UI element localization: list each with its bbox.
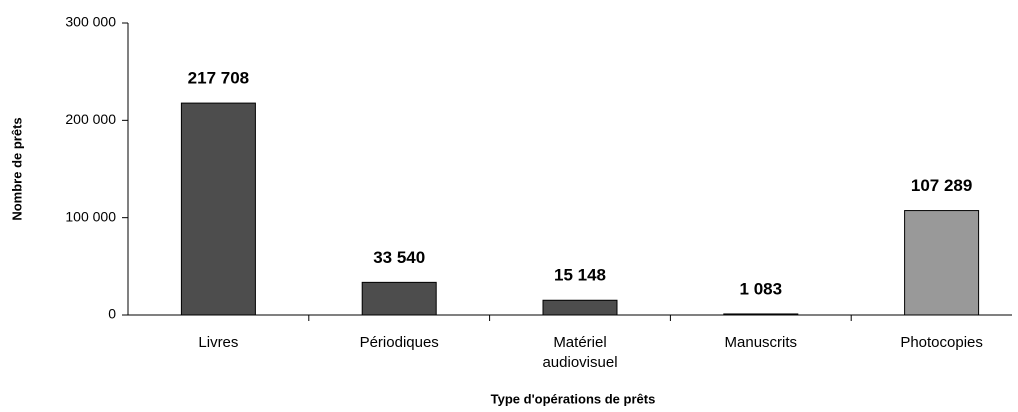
x-tick-label: Périodiques (360, 334, 439, 351)
x-tick-label: Matériel audiovisuel (542, 334, 617, 371)
x-tick-label: Livres (198, 334, 238, 351)
x-axis-label: Type d'opérations de prêts (491, 391, 656, 406)
data-label: 107 289 (911, 176, 972, 195)
y-tick-label: 200 000 (65, 111, 116, 127)
bar (361, 281, 437, 316)
data-label: 1 083 (740, 279, 783, 298)
bar (180, 102, 256, 316)
bar (904, 210, 980, 316)
data-label: 217 708 (188, 69, 249, 88)
y-axis-label: Nombre de prêts (9, 117, 24, 220)
y-tick-label: 300 000 (65, 14, 116, 30)
bar (542, 299, 618, 316)
x-tick-label: Photocopies (900, 334, 983, 351)
y-tick-label: 0 (108, 306, 116, 322)
bar (723, 313, 799, 316)
x-tick-label: Manuscrits (725, 334, 798, 351)
y-tick-label: 100 000 (65, 208, 116, 224)
data-label: 33 540 (373, 248, 425, 267)
data-label: 15 148 (554, 266, 606, 285)
